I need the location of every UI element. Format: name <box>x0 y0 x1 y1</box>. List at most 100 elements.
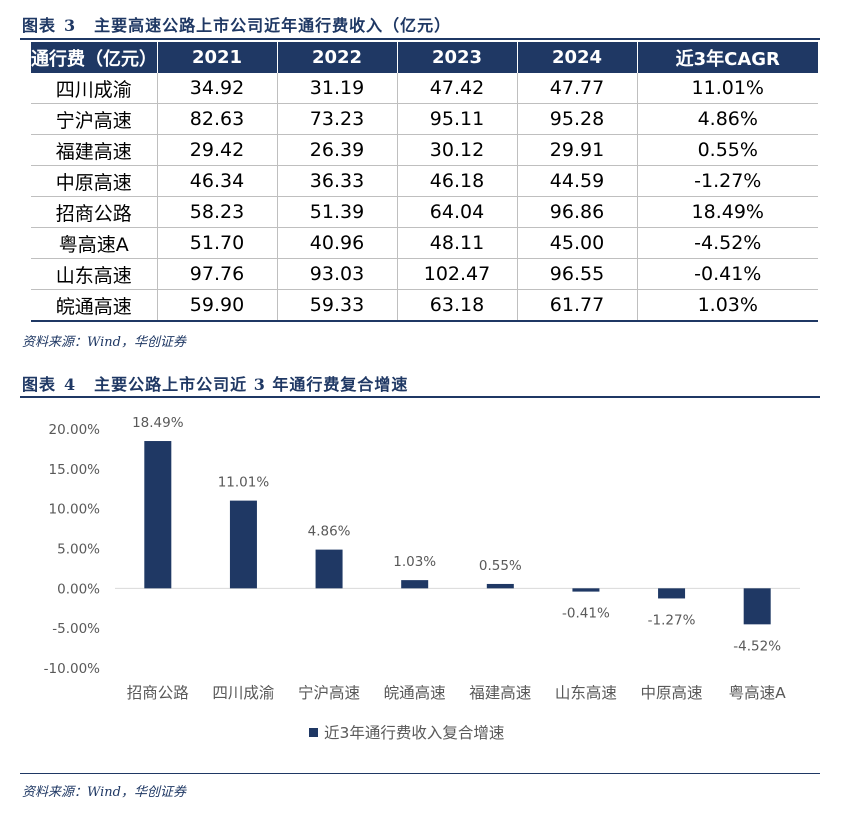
data-label: -0.41% <box>562 606 610 622</box>
bar <box>144 441 172 589</box>
table-header-cell: 2023 <box>397 42 518 73</box>
revenue-cell: 29.42 <box>157 134 278 166</box>
revenue-cell: 58.23 <box>157 196 278 228</box>
revenue-cell: 102.47 <box>397 258 518 290</box>
chart-caption-title: 主要公路上市公司近 3 年通行费复合增速 <box>94 375 409 394</box>
legend-swatch <box>309 728 318 737</box>
table-header-cell: 2021 <box>157 42 278 73</box>
table-header-cell: 2024 <box>517 42 638 73</box>
data-label: 1.03% <box>393 554 436 570</box>
company-name-cell: 中原高速 <box>31 165 158 197</box>
table-row: 粤高速A 51.70 40.96 48.11 45.00 -4.52% <box>31 227 818 259</box>
cagr-cell: 11.01% <box>637 73 818 104</box>
bar <box>315 549 343 589</box>
revenue-cell: 51.70 <box>157 227 278 259</box>
cagr-cell: 18.49% <box>637 196 818 228</box>
legend-label: 近3年通行费收入复合增速 <box>324 724 504 742</box>
cagr-cell: -4.52% <box>637 227 818 259</box>
table-row: 宁沪高速 82.63 73.23 95.11 95.28 4.86% <box>31 103 818 135</box>
bar <box>486 583 514 589</box>
cagr-cell: -0.41% <box>637 258 818 290</box>
company-name-cell: 宁沪高速 <box>31 103 158 135</box>
table-row: 山东高速 97.76 93.03 102.47 96.55 -0.41% <box>31 258 818 290</box>
revenue-cell: 64.04 <box>397 196 518 228</box>
category-label: 中原高速 <box>641 684 703 702</box>
bar <box>658 588 686 599</box>
table-caption-rule <box>20 38 820 40</box>
chart-caption-number: 4 <box>64 375 77 394</box>
revenue-cell: 61.77 <box>517 289 638 322</box>
table-caption: 图表 3 主要高速公路上市公司近年通行费收入（亿元） <box>22 12 451 36</box>
revenue-cell: 30.12 <box>397 134 518 166</box>
revenue-cell: 29.91 <box>517 134 638 166</box>
company-name-cell: 福建高速 <box>31 134 158 166</box>
revenue-cell: 45.00 <box>517 227 638 259</box>
data-label: -4.52% <box>733 638 781 654</box>
revenue-cell: 96.55 <box>517 258 638 290</box>
revenue-cell: 40.96 <box>277 227 398 259</box>
category-label: 粤高速A <box>729 683 787 702</box>
revenue-cell: 36.33 <box>277 165 398 197</box>
revenue-cell: 59.33 <box>277 289 398 322</box>
y-tick-label: -5.00% <box>52 621 100 637</box>
table-row: 福建高速 29.42 26.39 30.12 29.91 0.55% <box>31 134 818 166</box>
company-name-cell: 山东高速 <box>31 258 158 290</box>
category-label: 皖通高速 <box>384 684 446 702</box>
revenue-cell: 46.18 <box>397 165 518 197</box>
chart-caption-label: 图表 <box>22 375 57 394</box>
cagr-bar-chart: 20.00% 15.00% 10.00% 5.00% 0.00% -5.00% -10.00… <box>44 415 800 742</box>
category-label: 招商公路 <box>127 684 190 702</box>
chart-bottom-rule <box>20 773 820 774</box>
revenue-cell: 59.90 <box>157 289 278 322</box>
company-name-cell: 皖通高速 <box>31 289 158 322</box>
cagr-cell: 1.03% <box>637 289 818 322</box>
source-note-2: 资料来源：Wind，华创证券 <box>22 785 186 800</box>
revenue-cell: 46.34 <box>157 165 278 197</box>
cagr-cell: -1.27% <box>637 165 818 197</box>
y-tick-label: 20.00% <box>49 422 101 438</box>
revenue-cell: 51.39 <box>277 196 398 228</box>
data-label: 18.49% <box>132 415 184 431</box>
data-label: -1.27% <box>648 612 696 628</box>
company-name-cell: 粤高速A <box>31 227 158 259</box>
company-name-cell: 招商公路 <box>31 196 158 228</box>
revenue-cell: 93.03 <box>277 258 398 290</box>
bar <box>229 500 257 589</box>
revenue-cell: 82.63 <box>157 103 278 135</box>
revenue-cell: 97.76 <box>157 258 278 290</box>
y-tick-label: 5.00% <box>57 542 100 558</box>
y-tick-label: 0.00% <box>57 581 100 597</box>
cagr-cell: 0.55% <box>637 134 818 166</box>
table-row: 招商公路 58.23 51.39 64.04 96.86 18.49% <box>31 196 818 228</box>
cagr-cell: 4.86% <box>637 103 818 135</box>
table-caption-number: 3 <box>64 16 77 35</box>
data-label: 4.86% <box>308 524 351 540</box>
table-caption-label: 图表 <box>22 16 57 35</box>
revenue-cell: 73.23 <box>277 103 398 135</box>
data-label: 0.55% <box>479 558 522 574</box>
revenue-cell: 44.59 <box>517 165 638 197</box>
revenue-cell: 47.77 <box>517 73 638 104</box>
table-header-cell: 近3年CAGR <box>637 42 818 73</box>
toll-revenue-table: 通行费（亿元） 2021 2022 2023 2024 近3年CAGR 四川成渝 34.92… <box>31 42 818 322</box>
source-note-1: 资料来源：Wind，华创证券 <box>22 335 186 350</box>
revenue-cell: 31.19 <box>277 73 398 104</box>
revenue-cell: 95.28 <box>517 103 638 135</box>
bar <box>401 580 429 589</box>
table-header-cell: 通行费（亿元） <box>31 42 158 73</box>
bar <box>743 588 771 625</box>
data-label: 11.01% <box>218 475 270 491</box>
table-row: 四川成渝 34.92 31.19 47.42 47.77 11.01% <box>31 73 818 104</box>
category-label: 山东高速 <box>555 684 617 702</box>
revenue-cell: 95.11 <box>397 103 518 135</box>
category-label: 四川成渝 <box>212 684 274 702</box>
revenue-cell: 63.18 <box>397 289 518 322</box>
chart-caption-rule <box>20 396 820 398</box>
revenue-cell: 47.42 <box>397 73 518 104</box>
y-tick-label: 10.00% <box>49 502 101 518</box>
category-label: 福建高速 <box>469 684 531 702</box>
table-header-row: 通行费（亿元） 2021 2022 2023 2024 近3年CAGR <box>31 42 818 73</box>
bar <box>572 588 600 592</box>
revenue-cell: 96.86 <box>517 196 638 228</box>
table-caption-title: 主要高速公路上市公司近年通行费收入（亿元） <box>94 16 452 35</box>
